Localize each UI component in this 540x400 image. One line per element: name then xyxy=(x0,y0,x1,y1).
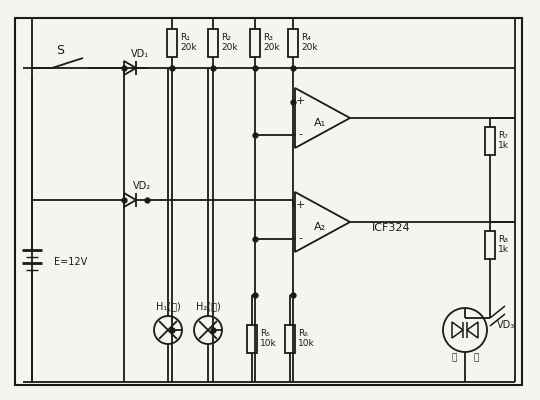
Text: 10k: 10k xyxy=(260,339,277,348)
Polygon shape xyxy=(295,192,350,252)
Text: -: - xyxy=(298,234,302,244)
Polygon shape xyxy=(295,88,350,148)
Polygon shape xyxy=(124,61,136,75)
Text: R₇: R₇ xyxy=(498,131,508,140)
Text: S: S xyxy=(56,44,64,56)
Polygon shape xyxy=(124,193,136,207)
Text: 20k: 20k xyxy=(180,44,197,52)
Text: R₅: R₅ xyxy=(260,329,270,338)
Text: R₈: R₈ xyxy=(498,235,508,244)
Text: -: - xyxy=(298,130,302,140)
Text: A₁: A₁ xyxy=(314,118,326,128)
Text: 红: 红 xyxy=(451,354,457,362)
Text: +: + xyxy=(295,96,305,106)
Text: R₃: R₃ xyxy=(263,34,273,42)
Text: 20k: 20k xyxy=(221,44,238,52)
Text: E=12V: E=12V xyxy=(54,257,87,267)
Text: H₁(左): H₁(左) xyxy=(156,301,180,311)
Text: 绿: 绿 xyxy=(474,354,478,362)
Text: R₄: R₄ xyxy=(301,34,311,42)
Text: 1k: 1k xyxy=(498,245,509,254)
Bar xyxy=(250,29,260,57)
Text: A₂: A₂ xyxy=(314,222,326,232)
Bar xyxy=(208,29,218,57)
Text: 1k: 1k xyxy=(498,141,509,150)
Text: VD₁: VD₁ xyxy=(131,49,149,59)
Bar xyxy=(485,126,495,154)
Text: VD₂: VD₂ xyxy=(133,181,151,191)
Text: VD₃: VD₃ xyxy=(497,320,515,330)
Polygon shape xyxy=(467,322,478,338)
Text: 20k: 20k xyxy=(301,44,318,52)
Text: +: + xyxy=(295,200,305,210)
Text: H₂(右): H₂(右) xyxy=(195,301,220,311)
Bar xyxy=(247,324,257,352)
Bar xyxy=(485,230,495,258)
Bar xyxy=(288,29,298,57)
Text: ICF324: ICF324 xyxy=(372,223,410,233)
Text: R₁: R₁ xyxy=(180,34,190,42)
Text: 20k: 20k xyxy=(263,44,280,52)
Text: R₂: R₂ xyxy=(221,34,231,42)
Text: R₆: R₆ xyxy=(298,329,308,338)
Bar xyxy=(285,324,295,352)
Bar xyxy=(167,29,177,57)
Polygon shape xyxy=(452,322,463,338)
Text: 10k: 10k xyxy=(298,339,315,348)
